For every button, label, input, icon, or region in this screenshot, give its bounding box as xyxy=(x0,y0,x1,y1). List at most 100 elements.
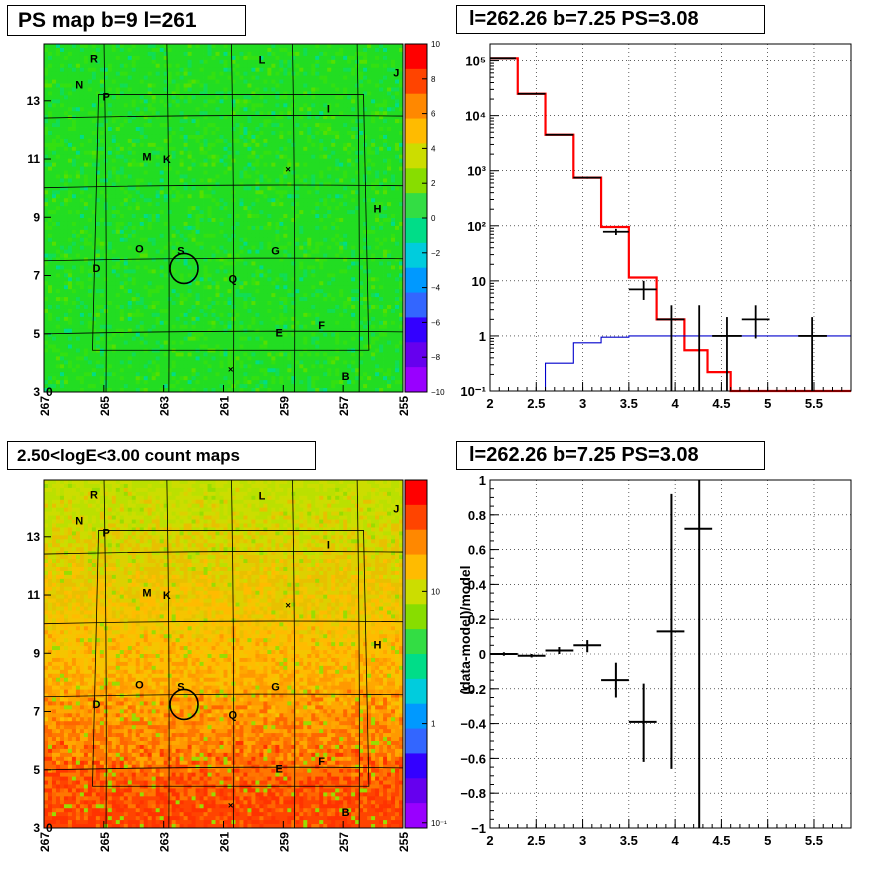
tl-cell xyxy=(387,63,392,69)
tl-cell xyxy=(95,51,101,57)
tl-cell xyxy=(331,241,336,247)
tl-cell xyxy=(131,99,137,104)
tl-cell xyxy=(79,83,85,88)
tl-cell xyxy=(183,150,188,156)
tl-cell xyxy=(147,123,153,128)
tl-cell xyxy=(71,186,77,191)
tl-cell xyxy=(399,63,404,69)
tl-cell xyxy=(107,237,113,243)
tl-cell xyxy=(71,190,77,195)
tl-cell xyxy=(95,206,101,211)
tl-cell xyxy=(147,79,153,84)
tl-cell xyxy=(351,99,356,104)
tl-cell xyxy=(83,206,89,211)
tl-cell xyxy=(47,146,53,152)
tl-cell xyxy=(191,71,196,77)
tl-cell xyxy=(239,166,244,171)
tl-cell xyxy=(319,59,324,65)
tl-cell xyxy=(319,190,324,195)
tl-cell xyxy=(191,44,196,49)
tl-cell xyxy=(47,47,53,53)
tl-cell xyxy=(47,162,53,167)
tl-cell xyxy=(195,115,200,120)
tl-cell xyxy=(47,190,53,195)
tl-cell xyxy=(59,225,65,231)
tl-cell xyxy=(323,198,328,203)
tl-cell xyxy=(303,123,308,128)
tl-cell xyxy=(231,142,236,148)
tl-cell xyxy=(267,146,272,152)
tl-cell xyxy=(215,206,220,211)
tl-cell xyxy=(327,95,332,100)
tl-cell xyxy=(95,214,101,219)
tl-cell xyxy=(71,182,77,187)
tl-cell xyxy=(127,146,133,152)
tl-cell xyxy=(71,178,77,183)
tl-cell xyxy=(123,87,129,92)
tl-cell xyxy=(355,134,360,140)
tl-cell xyxy=(387,233,392,239)
tl-cell xyxy=(127,123,133,128)
tl-cell xyxy=(95,79,101,84)
tl-cell xyxy=(259,87,264,92)
tl-cell xyxy=(187,146,192,152)
tl-cell xyxy=(315,166,320,171)
tl-cell xyxy=(79,47,85,53)
tl-cell xyxy=(311,229,316,235)
tl-cell xyxy=(187,174,192,179)
tl-cell xyxy=(115,237,121,243)
tl-cell xyxy=(327,202,332,207)
tl-cell xyxy=(147,162,153,167)
tl-cell xyxy=(271,146,276,152)
tl-cell xyxy=(399,103,404,108)
tl-cell xyxy=(247,154,252,160)
tl-cell xyxy=(47,87,53,92)
tl-cell xyxy=(383,63,388,69)
tl-cell xyxy=(131,127,137,132)
tl-cell xyxy=(239,257,244,262)
tl-cell xyxy=(267,158,272,164)
tl-cell xyxy=(67,59,73,65)
tl-cell xyxy=(351,63,356,69)
tl-cell xyxy=(307,170,312,175)
tl-cell xyxy=(227,71,232,77)
tl-cell xyxy=(191,87,196,92)
tl-cell xyxy=(44,229,49,235)
tl-cell xyxy=(127,218,133,223)
tl-cell xyxy=(183,218,188,223)
tl-cell xyxy=(247,87,252,92)
tl-cell xyxy=(295,198,300,203)
tl-cell xyxy=(263,190,268,195)
tl-cell xyxy=(91,79,97,84)
tl-cell xyxy=(231,131,236,136)
tl-cell xyxy=(279,245,284,251)
tl-cell xyxy=(359,44,364,49)
tl-cell xyxy=(315,44,320,49)
tl-cell xyxy=(267,59,272,65)
tl-cell xyxy=(247,47,252,53)
tl-cell xyxy=(347,63,352,69)
tl-cell xyxy=(275,198,280,203)
tl-cell xyxy=(227,186,232,191)
tl-cell xyxy=(183,47,188,53)
tl-cell xyxy=(383,218,388,223)
tl-cell xyxy=(44,146,49,152)
tl-cell xyxy=(55,91,61,96)
tl-cell xyxy=(83,233,89,239)
tl-cell xyxy=(79,154,85,160)
tl-cell xyxy=(135,51,141,57)
tl-cell xyxy=(191,257,196,262)
tl-cell xyxy=(199,190,204,195)
tl-cell xyxy=(71,91,77,96)
tl-cell xyxy=(311,55,316,61)
tl-cell xyxy=(187,111,192,116)
tl-cell xyxy=(95,95,101,100)
tl-cell xyxy=(379,241,384,247)
tl-cell xyxy=(259,127,264,132)
tl-cell xyxy=(303,134,308,140)
tl-cell xyxy=(287,214,292,219)
tl-cell xyxy=(311,71,316,77)
tl-cell xyxy=(191,103,196,108)
tl-cell xyxy=(331,225,336,231)
tl-cell xyxy=(339,210,344,215)
